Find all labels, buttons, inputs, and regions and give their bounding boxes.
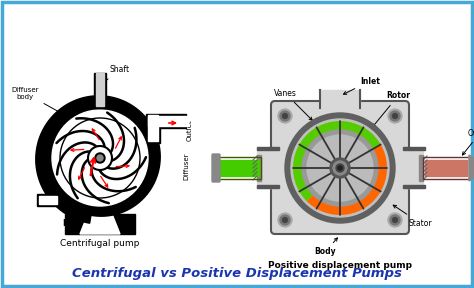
Text: Rotor: Rotor	[373, 92, 410, 127]
Bar	[148, 116, 188, 126]
Circle shape	[95, 153, 105, 163]
Polygon shape	[36, 96, 160, 223]
Circle shape	[336, 164, 344, 172]
Wedge shape	[307, 145, 387, 215]
FancyArrowPatch shape	[92, 129, 100, 140]
Bar	[257, 147, 279, 150]
Bar	[96, 73, 104, 106]
Circle shape	[283, 217, 288, 223]
Wedge shape	[293, 121, 381, 201]
Bar	[403, 185, 425, 188]
FancyArrowPatch shape	[169, 121, 175, 125]
Text: Vanes: Vanes	[273, 88, 312, 120]
Text: Centrifugal pump: Centrifugal pump	[60, 240, 140, 249]
Bar	[419, 155, 423, 181]
Circle shape	[283, 113, 288, 118]
FancyArrowPatch shape	[91, 158, 95, 175]
Bar	[425, 160, 467, 176]
Bar	[65, 214, 135, 234]
Bar	[94, 73, 106, 108]
Bar	[403, 147, 425, 150]
Bar	[37, 194, 57, 206]
Text: Shaft: Shaft	[102, 65, 130, 83]
Bar	[403, 148, 423, 188]
Circle shape	[388, 109, 402, 123]
Text: Inlet: Inlet	[344, 77, 380, 94]
Bar	[320, 90, 360, 108]
Text: Centrifugal vs Positive Displacement Pumps: Centrifugal vs Positive Displacement Pum…	[72, 268, 402, 281]
Circle shape	[52, 110, 148, 206]
Bar	[217, 160, 259, 176]
Bar	[215, 157, 261, 179]
Bar	[148, 115, 158, 141]
FancyBboxPatch shape	[271, 101, 409, 234]
FancyArrowPatch shape	[116, 137, 121, 148]
FancyBboxPatch shape	[212, 154, 220, 182]
Text: Inlet: Inlet	[62, 219, 82, 228]
Polygon shape	[469, 155, 474, 181]
Circle shape	[280, 215, 290, 225]
FancyArrowPatch shape	[100, 176, 108, 187]
Bar	[146, 115, 160, 143]
Circle shape	[291, 119, 389, 217]
Text: Outlet: Outlet	[463, 128, 474, 155]
Bar	[257, 155, 261, 181]
Text: Stator: Stator	[393, 205, 432, 228]
Circle shape	[52, 110, 148, 206]
Text: Outlet: Outlet	[187, 119, 193, 141]
Circle shape	[390, 111, 400, 121]
Text: Body: Body	[314, 238, 337, 257]
Circle shape	[278, 109, 292, 123]
FancyArrowPatch shape	[116, 165, 129, 167]
Circle shape	[390, 215, 400, 225]
Circle shape	[302, 130, 378, 206]
Circle shape	[392, 113, 398, 118]
Bar	[39, 196, 57, 204]
FancyArrowPatch shape	[79, 168, 84, 179]
Circle shape	[42, 100, 158, 216]
Bar	[423, 157, 469, 179]
Circle shape	[330, 158, 350, 178]
Circle shape	[88, 146, 112, 170]
Circle shape	[280, 111, 290, 121]
Text: Positive displacement pump: Positive displacement pump	[268, 261, 412, 270]
Bar	[257, 185, 279, 188]
Polygon shape	[80, 214, 120, 234]
Bar	[146, 114, 186, 128]
Bar	[257, 148, 277, 188]
FancyArrowPatch shape	[71, 149, 84, 151]
Circle shape	[333, 161, 347, 175]
Circle shape	[388, 213, 402, 227]
Circle shape	[338, 166, 342, 170]
Text: Diffuser: Diffuser	[183, 152, 189, 180]
Circle shape	[97, 155, 103, 161]
Circle shape	[392, 217, 398, 223]
Text: Diffuser
body: Diffuser body	[11, 86, 68, 117]
Circle shape	[278, 213, 292, 227]
Circle shape	[307, 135, 373, 201]
Circle shape	[285, 113, 395, 223]
